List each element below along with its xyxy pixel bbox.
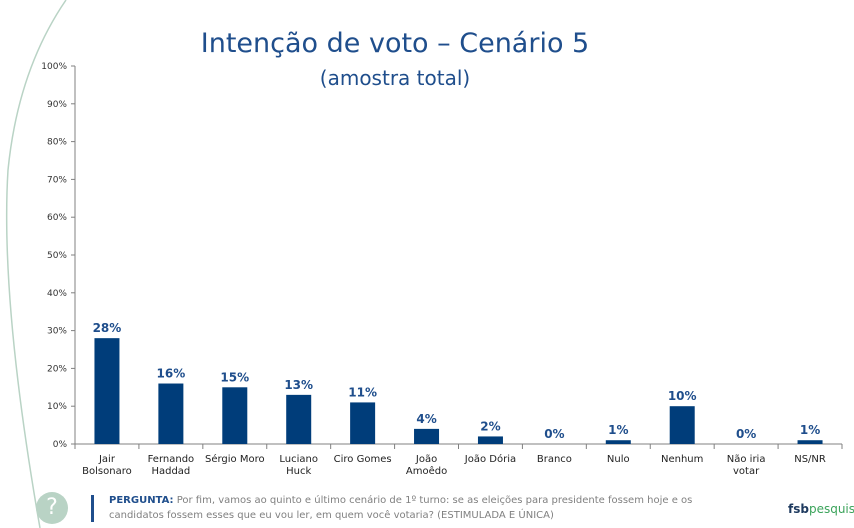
x-tick-label-line: Luciano [279,454,318,465]
x-tick-label-line: João Dória [464,453,516,465]
x-tick-label-line: Fernando [148,454,195,465]
data-label: 2% [480,419,500,433]
bar [414,428,440,444]
y-tick-label: 30% [47,327,67,337]
x-tick-label-line: Branco [537,454,572,465]
bar [350,402,376,444]
x-tick-label: João Dória [464,453,516,465]
data-label: 28% [93,321,122,335]
question-label: PERGUNTA: [109,495,174,506]
x-tick-label: Não iria votar [727,454,766,477]
y-tick-label: 20% [47,364,67,374]
x-tick-label-line: João [415,454,437,465]
data-label: 0% [736,427,756,441]
question-footnote: PERGUNTA: Por fim, vamos ao quinto e últ… [109,493,749,523]
chart-subtitle: (amostra total) [319,66,471,90]
x-tick-label: Jair Bolsonaro [82,454,132,477]
bar [477,436,503,444]
question-text: Por fim, vamos ao quinto e último cenári… [109,495,693,521]
bar [94,338,120,444]
bar [669,406,695,444]
x-tick-label-line: Não iria [727,454,766,465]
data-label: 1% [800,423,820,437]
x-tick-label-line: Nulo [607,454,630,465]
x-tick-label-line: Huck [286,466,311,477]
data-label: 16% [157,367,186,381]
x-tick-label: João Amoêdo [406,454,447,477]
y-tick-label: 70% [47,175,67,185]
bar [158,383,184,444]
x-tick-label-line: Haddad [151,466,190,477]
x-tick-label: Ciro Gomes [334,454,392,465]
x-tick-label-line: Nenhum [661,454,703,465]
x-tick-label: Nulo [607,454,630,465]
brand-logo: fsbpesquisa [788,502,854,516]
data-label: 11% [348,385,377,399]
x-tick-label-line: Sérgio Moro [205,453,265,465]
chart-title: Intenção de voto – Cenário 5 [200,28,590,59]
x-tick-label-line: Amoêdo [406,465,447,477]
footer-accent-bar [91,495,94,522]
y-tick-label: 40% [47,289,67,299]
x-tick-label: NS/NR [794,454,826,465]
y-tick-label: 10% [47,402,67,412]
x-tick-label-line: votar [733,466,760,477]
help-icon: ? [36,492,68,524]
x-tick-label-line: NS/NR [794,454,826,465]
bar [286,394,312,444]
y-tick-label: 50% [47,251,67,261]
x-tick-label-line: Bolsonaro [82,466,132,477]
x-tick-label-line: Ciro Gomes [334,454,392,465]
x-tick-label: Branco [537,454,572,465]
data-label: 10% [668,389,697,403]
data-label: 15% [220,370,249,384]
logo-text-primary: fsb [788,502,809,516]
x-tick-label: Fernando Haddad [148,454,195,477]
y-tick-label: 60% [47,213,67,223]
x-tick-label: Luciano Huck [279,454,318,477]
logo-text-secondary: pesquisa [808,502,854,516]
data-label: 1% [608,423,628,437]
y-tick-label: 100% [41,62,67,72]
y-tick-label: 90% [47,100,67,110]
bar [797,440,823,444]
bar [222,387,248,444]
x-tick-label: Sérgio Moro [205,453,265,465]
y-tick-label: 80% [47,138,67,148]
data-label: 0% [544,427,564,441]
y-tick-label: 0% [53,440,68,450]
data-label: 13% [284,378,313,392]
x-tick-label: Nenhum [661,454,703,465]
data-label: 4% [416,412,436,426]
x-tick-label-line: Jair [98,454,116,465]
bar [605,440,631,444]
